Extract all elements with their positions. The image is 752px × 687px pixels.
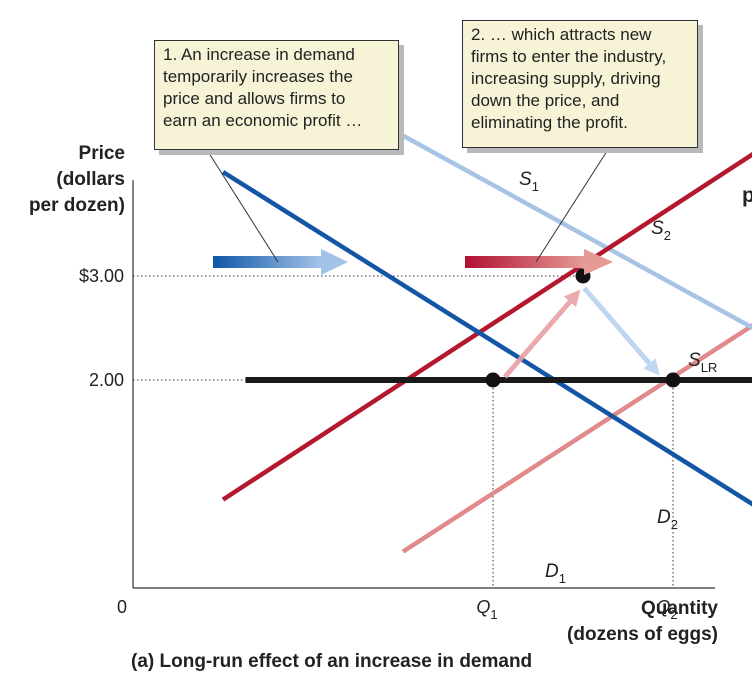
x-axis-title-line: (dozens of eggs): [567, 624, 718, 645]
y-axis-title-line: Price: [78, 143, 125, 164]
curve-d1: [221, 170, 752, 507]
x-axis-title-line: Quantity: [640, 598, 718, 619]
callout-pointer: [535, 147, 610, 263]
shift-arrow-body: [465, 256, 584, 268]
equilibrium-point: [485, 372, 501, 388]
shift-arrow-body: [213, 256, 321, 268]
callout-line: firms to enter the industry,: [471, 47, 667, 66]
callout-line: eliminating the profit.: [471, 113, 628, 132]
movement-arrowhead: [563, 289, 581, 307]
curve-label: S2: [651, 218, 671, 243]
y-axis-title: Price (dollars per dozen): [29, 141, 125, 219]
origin-label: 0: [117, 597, 127, 617]
y-tick-label: 2.00: [89, 370, 124, 390]
curve-d2: [401, 133, 752, 331]
clipped-edge-text: p: [742, 184, 752, 207]
curve-s1: [221, 151, 752, 502]
callout-line: earn an economic profit …: [163, 111, 363, 130]
callout-line: temporarily increases the: [163, 67, 353, 86]
y-tick-label: $3.00: [79, 266, 124, 286]
callout-firms-enter: 2. … which attracts new firms to enter t…: [462, 20, 698, 148]
shift-arrowhead: [321, 249, 348, 275]
curve-label: D1: [545, 561, 566, 586]
callout-line: 1. An increase in demand: [163, 45, 355, 64]
equilibrium-point: [665, 372, 681, 388]
callout-line: price and allows firms to: [163, 89, 346, 108]
callout-line: increasing supply, driving: [471, 69, 661, 88]
curve-label: D2: [657, 507, 678, 532]
shift-arrowhead: [584, 249, 613, 275]
x-tick-label: Q1: [476, 597, 497, 622]
curve-label: SLR: [688, 350, 717, 375]
movement-arrow: [582, 286, 652, 366]
callout-pointer: [206, 149, 279, 263]
movement-arrow: [502, 300, 572, 379]
callout-demand-increase: 1. An increase in demand temporarily inc…: [154, 40, 399, 150]
callout-line: down the price, and: [471, 91, 620, 110]
y-axis-title-line: (dollars: [56, 169, 125, 190]
x-axis-title: Quantity (dozens of eggs): [567, 596, 718, 648]
y-axis-title-line: per dozen): [28, 195, 125, 216]
movement-arrowhead: [643, 358, 660, 376]
curve-s2: [401, 323, 752, 554]
callout-line: 2. … which attracts new: [471, 25, 652, 44]
figure-caption: (a) Long-run effect of an increase in de…: [131, 651, 533, 672]
curve-label: S1: [519, 169, 539, 194]
